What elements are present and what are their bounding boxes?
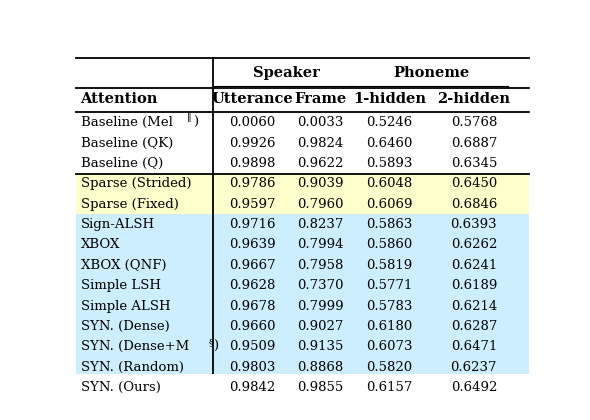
Bar	[76, 173, 529, 194]
Text: 0.9509: 0.9509	[229, 340, 276, 353]
Text: 0.9660: 0.9660	[229, 320, 276, 333]
Text: 0.9027: 0.9027	[297, 320, 344, 333]
Text: 0.6073: 0.6073	[366, 340, 412, 353]
Text: 0.9639: 0.9639	[229, 239, 276, 252]
Text: XBOX (QNF): XBOX (QNF)	[81, 259, 166, 272]
Text: 0.9716: 0.9716	[229, 218, 276, 231]
Text: 0.7999: 0.7999	[297, 299, 344, 312]
Text: Attention: Attention	[81, 92, 158, 106]
Text: Sign-ALSH: Sign-ALSH	[81, 218, 155, 231]
Bar	[76, 357, 529, 377]
Text: 0.9926: 0.9926	[229, 136, 276, 150]
Text: 0.6214: 0.6214	[451, 299, 497, 312]
Text: Baseline (QK): Baseline (QK)	[81, 136, 173, 150]
Text: 0.6492: 0.6492	[451, 381, 497, 394]
Text: 0.5819: 0.5819	[366, 259, 412, 272]
Text: 0.5246: 0.5246	[366, 116, 412, 129]
Text: 0.5893: 0.5893	[366, 157, 412, 170]
Bar	[76, 255, 529, 276]
Bar	[76, 296, 529, 316]
Text: 0.9786: 0.9786	[229, 177, 276, 190]
Text: 0.6887: 0.6887	[451, 136, 497, 150]
Bar	[76, 377, 529, 398]
Text: SYN. (Dense): SYN. (Dense)	[81, 320, 169, 333]
Text: 0.6471: 0.6471	[451, 340, 497, 353]
Text: XBOX: XBOX	[81, 239, 120, 252]
Bar	[76, 214, 529, 235]
Text: 0.6157: 0.6157	[366, 381, 412, 394]
Text: 0.9855: 0.9855	[297, 381, 344, 394]
Text: 0.6450: 0.6450	[451, 177, 497, 190]
Text: SYN. (Dense+M: SYN. (Dense+M	[81, 340, 189, 353]
Text: 0.5860: 0.5860	[366, 239, 412, 252]
Bar	[76, 336, 529, 357]
Text: 0.9622: 0.9622	[297, 157, 344, 170]
Text: SYN. (Random): SYN. (Random)	[81, 361, 183, 374]
Text: SYN. (Ours): SYN. (Ours)	[81, 381, 160, 394]
Text: 0.9842: 0.9842	[229, 381, 275, 394]
Text: Utterance: Utterance	[211, 92, 293, 106]
Text: Baseline (Q): Baseline (Q)	[81, 157, 163, 170]
Text: 0.6048: 0.6048	[366, 177, 412, 190]
Text: 0.9628: 0.9628	[229, 279, 276, 292]
Text: 0.6460: 0.6460	[366, 136, 412, 150]
Text: §: §	[209, 338, 214, 347]
Text: 0.0033: 0.0033	[297, 116, 344, 129]
Text: 0.7960: 0.7960	[297, 198, 344, 211]
Text: 2-hidden: 2-hidden	[437, 92, 510, 106]
Text: 0.6345: 0.6345	[451, 157, 497, 170]
Text: ): )	[213, 340, 218, 353]
Text: 0.9678: 0.9678	[229, 299, 276, 312]
Text: 0.6180: 0.6180	[366, 320, 412, 333]
Text: 0.7994: 0.7994	[297, 239, 344, 252]
Text: 0.5771: 0.5771	[366, 279, 412, 292]
Text: 0.6393: 0.6393	[451, 218, 497, 231]
Text: 0.9039: 0.9039	[297, 177, 344, 190]
Text: Phoneme: Phoneme	[394, 66, 470, 80]
Bar	[76, 276, 529, 296]
Text: 0.9824: 0.9824	[297, 136, 344, 150]
Text: ∥: ∥	[187, 114, 192, 123]
Bar	[76, 316, 529, 336]
Text: 0.9597: 0.9597	[229, 198, 276, 211]
Text: Simple ALSH: Simple ALSH	[81, 299, 171, 312]
Text: Baseline (Mel: Baseline (Mel	[81, 116, 172, 129]
Text: Sparse (Strided): Sparse (Strided)	[81, 177, 191, 190]
Text: 0.5783: 0.5783	[366, 299, 412, 312]
Text: 0.5768: 0.5768	[451, 116, 497, 129]
Bar	[76, 235, 529, 255]
Text: 0.6069: 0.6069	[366, 198, 412, 211]
Bar	[76, 194, 529, 214]
Text: 0.7958: 0.7958	[297, 259, 344, 272]
Text: 1-hidden: 1-hidden	[353, 92, 426, 106]
Text: 0.6262: 0.6262	[451, 239, 497, 252]
Text: 0.9898: 0.9898	[229, 157, 276, 170]
Text: Simple LSH: Simple LSH	[81, 279, 160, 292]
Text: 0.5863: 0.5863	[366, 218, 412, 231]
Text: 0.8237: 0.8237	[297, 218, 344, 231]
Text: 0.6287: 0.6287	[451, 320, 497, 333]
Text: Speaker: Speaker	[253, 66, 320, 80]
Text: 0.6237: 0.6237	[451, 361, 497, 374]
Text: Sparse (Fixed): Sparse (Fixed)	[81, 198, 179, 211]
Text: 0.6189: 0.6189	[451, 279, 497, 292]
Text: 0.9803: 0.9803	[229, 361, 276, 374]
Text: 0.6846: 0.6846	[451, 198, 497, 211]
Text: ): )	[194, 116, 199, 129]
Text: Frame: Frame	[294, 92, 347, 106]
Text: 0.9667: 0.9667	[229, 259, 276, 272]
Text: 0.5820: 0.5820	[366, 361, 412, 374]
Text: 0.0060: 0.0060	[229, 116, 275, 129]
Text: 0.9135: 0.9135	[297, 340, 344, 353]
Text: 0.8868: 0.8868	[297, 361, 344, 374]
Text: 0.7370: 0.7370	[297, 279, 344, 292]
Text: 0.6241: 0.6241	[451, 259, 497, 272]
